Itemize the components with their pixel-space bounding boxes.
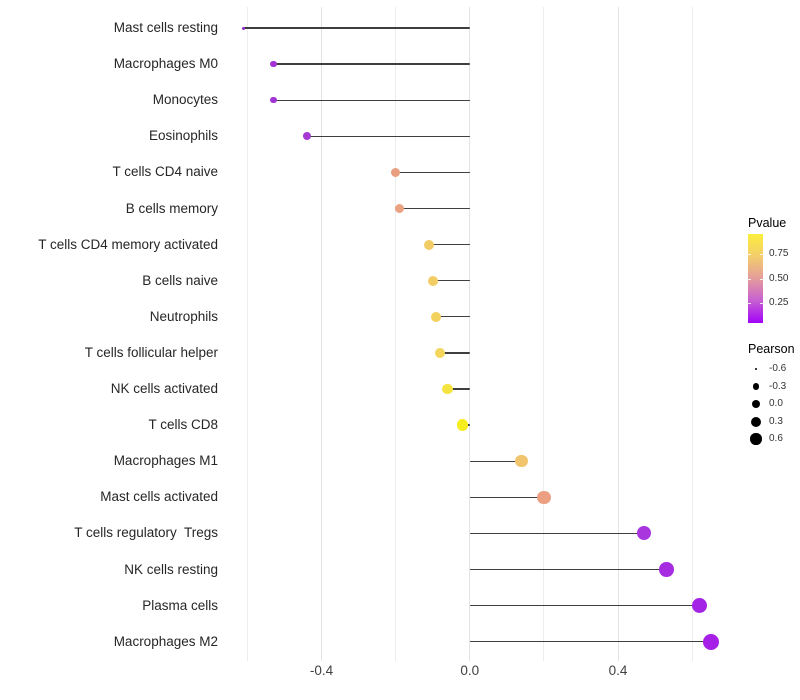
y-axis-label: Monocytes (152, 92, 218, 108)
pvalue-tick-mark (760, 278, 763, 280)
lollipop-dot (636, 526, 652, 541)
y-axis-label: Mast cells resting (113, 20, 218, 35)
pvalue-colorbar (748, 234, 763, 323)
pearson-size-label: -0.3 (769, 380, 787, 392)
lollipop-stem (469, 532, 644, 535)
pearson-size-dot (752, 383, 760, 390)
pearson-size-dot (751, 416, 761, 427)
major-gridline (617, 7, 619, 661)
y-axis-label: Macrophages M2 (113, 633, 218, 649)
x-axis-tick-label: 0.4 (608, 663, 628, 678)
pvalue-tick-mark (760, 254, 763, 256)
pvalue-tick-label: 0.25 (769, 296, 789, 308)
lollipop-dot (658, 562, 674, 577)
lollipop-dot (302, 132, 311, 141)
pvalue-tick-mark (748, 254, 751, 256)
y-axis-label: NK cells resting (124, 561, 218, 577)
lollipop-dot (270, 60, 277, 68)
lollipop-stem (273, 63, 470, 65)
lollipop-stem (469, 496, 544, 498)
y-axis-label: Plasma cells (142, 597, 218, 613)
lollipop-dot (434, 347, 446, 359)
lollipop-dot (431, 311, 442, 322)
pvalue-tick-label: 0.75 (769, 248, 789, 260)
lollipop-stem (428, 243, 470, 246)
lollipop-dot (394, 203, 404, 214)
lollipop-stem (436, 316, 470, 318)
pearson-size-label: 0.0 (769, 398, 783, 409)
lollipop-stem (395, 171, 470, 174)
minor-gridline (691, 7, 693, 661)
y-axis-label: B cells memory (125, 200, 218, 216)
lollipop-dot (442, 383, 453, 395)
pearson-size-dot (751, 399, 761, 409)
pearson-size-dot (754, 367, 758, 371)
lollipop-dot (691, 597, 708, 614)
lollipop-stem (273, 99, 470, 101)
y-axis-label: T cells follicular helper (84, 344, 218, 360)
pearson-size-dot (750, 433, 762, 445)
y-axis-label: B cells naive (142, 272, 218, 288)
minor-gridline (246, 7, 248, 661)
major-gridline (321, 7, 322, 661)
lollipop-stem (440, 352, 470, 354)
lollipop-stem (306, 135, 470, 137)
lollipop-dot (391, 167, 401, 177)
pvalue-legend-title: Pvalue (748, 216, 787, 230)
y-axis-label: Eosinophils (148, 128, 218, 144)
x-axis-tick-label: -0.4 (309, 663, 334, 678)
major-gridline (469, 7, 471, 661)
lollipop-stem (399, 207, 470, 210)
lollipop-dot (515, 455, 528, 468)
pvalue-tick-mark (748, 302, 751, 304)
y-axis-label: T cells CD4 memory activated (38, 236, 218, 252)
lollipop-stem (469, 460, 522, 462)
lollipop-dot (270, 96, 277, 104)
y-axis-label: T cells CD4 naive (112, 164, 218, 180)
pearson-legend-title: Pearson (748, 342, 795, 356)
y-axis-label: Mast cells activated (100, 489, 218, 505)
x-axis-tick-label: 0.0 (460, 663, 480, 678)
lollipop-stem (469, 641, 711, 643)
lollipop-dot (427, 275, 438, 286)
lollipop-dot (537, 490, 551, 505)
pvalue-tick-mark (760, 302, 763, 304)
minor-gridline (543, 7, 545, 661)
pvalue-tick-mark (748, 278, 751, 280)
lollipop-dot (702, 633, 719, 650)
y-axis-label: Macrophages M0 (113, 56, 218, 72)
lollipop-dot (242, 26, 246, 30)
pearson-size-label: -0.6 (769, 363, 787, 374)
y-axis-label: Macrophages M1 (113, 453, 218, 469)
lollipop-stem (469, 604, 700, 607)
lollipop-stem (447, 388, 470, 390)
y-axis-label: NK cells activated (110, 381, 218, 396)
lollipop-stem (243, 27, 470, 29)
y-axis-label: T cells regulatory Tregs (74, 525, 218, 541)
y-axis-label: T cells CD8 (148, 417, 218, 433)
pvalue-tick-label: 0.50 (769, 272, 789, 284)
pearson-size-label: 0.6 (769, 433, 783, 444)
lollipop-stem (469, 568, 667, 571)
lollipop-stem (432, 280, 470, 282)
lollipop-dot (423, 239, 434, 250)
minor-gridline (395, 7, 397, 661)
pearson-size-label: 0.3 (769, 415, 783, 427)
lollipop-dot (456, 419, 469, 431)
y-axis-label: Neutrophils (149, 308, 218, 324)
